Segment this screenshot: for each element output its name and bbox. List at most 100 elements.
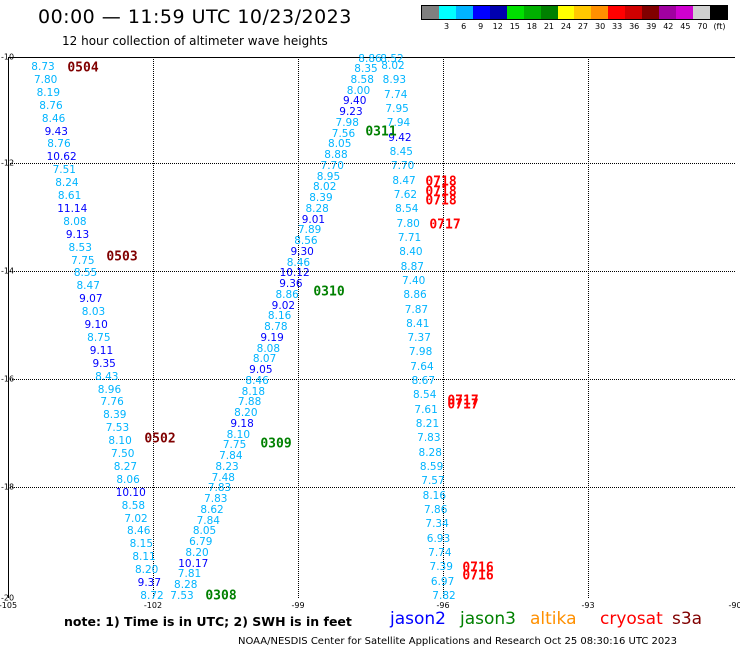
wave-height-value: 7.70: [390, 160, 415, 173]
wave-height-value: 9.02: [271, 299, 296, 312]
color-scale-cell: [506, 6, 524, 19]
wave-height-value: 7.70: [320, 159, 344, 172]
wave-height-value: 8.96: [97, 383, 122, 396]
latitude-label: -20: [1, 593, 15, 603]
wave-height-value: 7.87: [404, 303, 429, 316]
wave-height-value: 7.80: [396, 217, 420, 230]
wave-height-value: 8.10: [226, 428, 251, 441]
latitude-gridline: [8, 379, 735, 380]
wave-height-value: 7.56: [331, 127, 356, 140]
wave-height-value: 8.21: [415, 417, 440, 430]
footer-credit: NOAA/NESDIS Center for Satellite Applica…: [238, 636, 677, 647]
pass-id-label: 0310: [313, 284, 345, 300]
map-title: 00:00 — 11:59 UTC 10/23/2023: [38, 6, 352, 28]
map-plot-area: [8, 57, 735, 598]
wave-height-value: 9.11: [89, 344, 114, 357]
pass-id-label: 0716: [462, 560, 494, 576]
wave-height-value: 9.18: [230, 417, 254, 430]
units-note: note: 1) Time is in UTC; 2) SWH is in fe…: [64, 614, 352, 629]
wave-height-value: 10.10: [115, 486, 146, 499]
color-scale-cell: [540, 6, 558, 19]
wave-height-value: 7.84: [196, 514, 220, 527]
wave-height-value: 9.13: [65, 228, 90, 241]
wave-height-value: 8.45: [389, 145, 413, 158]
wave-height-value: 7.34: [425, 518, 449, 531]
wave-height-value: 8.95: [316, 170, 341, 183]
wave-height-value: 8.02: [381, 59, 405, 72]
pass-id-label: 0717: [447, 393, 479, 409]
pass-id-label: 0502: [144, 431, 176, 447]
wave-height-value: 8.15: [129, 538, 154, 551]
longitude-gridline: [443, 57, 444, 598]
legend-altika: altika: [530, 609, 577, 629]
wave-height-value: 8.18: [241, 385, 266, 398]
wave-height-value: 8.46: [245, 374, 269, 387]
wave-height-value: 7.86: [424, 503, 448, 516]
wave-height-value: 8.20: [185, 546, 209, 559]
wave-height-value: 7.48: [211, 471, 235, 484]
longitude-label: -90: [728, 601, 740, 610]
wave-height-value: 7.37: [407, 331, 431, 344]
wave-height-value: 7.82: [432, 589, 456, 602]
latitude-label: -14: [1, 266, 15, 276]
legend-cryosat: cryosat: [600, 609, 663, 629]
wave-height-value: 11.14: [57, 202, 88, 215]
wave-height-value: 9.43: [44, 125, 68, 138]
wave-height-value: 10.12: [279, 267, 310, 280]
wave-height-value: 9.42: [388, 131, 412, 144]
wave-height-value: 8.87: [400, 260, 424, 273]
wave-height-value: 8.73: [31, 60, 55, 73]
color-scale-label: 9: [478, 22, 484, 31]
latitude-label: -18: [1, 482, 15, 492]
color-scale-cell: [438, 6, 456, 19]
wave-height-value: 9.37: [137, 576, 162, 589]
wave-height-value: 8.02: [312, 181, 337, 194]
latitude-label: -10: [1, 52, 15, 62]
wave-height-value: 8.11: [132, 551, 156, 564]
wave-height-value: 8.75: [87, 331, 111, 344]
wave-height-value: 7.80: [33, 73, 58, 86]
color-scale-label: 21: [543, 22, 554, 31]
wave-height-value: 8.56: [294, 234, 318, 247]
legend-s3a: s3a: [672, 609, 703, 629]
pass-id-label: 0503: [106, 249, 138, 265]
color-scale-label: 36: [629, 22, 640, 31]
pass-id-label: 0308: [205, 588, 237, 604]
wave-height-value: 7.40: [401, 274, 426, 287]
wave-height-value: 7.98: [335, 116, 359, 129]
color-scale-cell: [591, 6, 609, 19]
pass-id-label: 0717: [429, 217, 461, 233]
latitude-label: -12: [1, 158, 15, 168]
wave-height-value: 8.06: [116, 473, 140, 486]
wave-height-value: 8.46: [286, 256, 311, 269]
longitude-gridline: [153, 57, 154, 598]
wave-height-value: 7.83: [204, 492, 228, 505]
color-scale-label: 45: [680, 22, 691, 31]
color-scale-cell: [659, 6, 677, 19]
wave-height-value: 7.88: [237, 396, 262, 409]
wave-height-value: 8.55: [73, 267, 98, 280]
wave-height-value: 10.62: [46, 151, 77, 164]
color-scale-cell: [557, 6, 575, 19]
wave-height-value: 8.43: [95, 370, 119, 383]
wave-height-value: 8.54: [412, 389, 437, 402]
color-scale-cell: [642, 6, 660, 19]
wave-height-value: 10.17: [178, 557, 209, 570]
wave-height-value: 8.20: [234, 406, 258, 419]
wave-height-value: 8.62: [200, 503, 224, 516]
color-scale-label: 15: [509, 22, 520, 31]
wave-height-value: 6.93: [426, 532, 451, 545]
wave-height-value: 9.05: [249, 363, 273, 376]
color-scale-cell: [523, 6, 541, 19]
wave-height-value: 8.86: [403, 288, 427, 301]
wave-height-value: 8.28: [418, 446, 442, 459]
wave-height-value: 8.67: [411, 374, 436, 387]
wave-height-value: 8.20: [134, 563, 159, 576]
wave-height-value: 8.76: [39, 99, 63, 112]
color-scale-label: 30: [594, 22, 606, 31]
color-scale-label: 3: [444, 22, 450, 31]
wave-height-value: 8.41: [406, 317, 430, 330]
latitude-gridline: [8, 163, 735, 164]
wave-height-value: 7.95: [385, 102, 409, 115]
wave-height-value: 8.08: [63, 215, 87, 228]
